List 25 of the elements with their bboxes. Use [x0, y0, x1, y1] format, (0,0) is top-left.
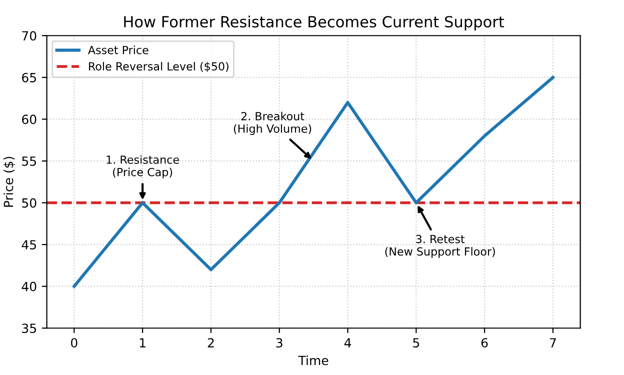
x-tick-label: 5	[413, 338, 420, 348]
y-tick-label: 50	[22, 198, 36, 208]
y-tick-label: 55	[22, 156, 36, 166]
x-tick-label: 2	[208, 338, 214, 348]
annotation: 2. Breakout (High Volume)	[234, 112, 312, 135]
x-tick-label: 7	[550, 338, 556, 348]
chart-title: How Former Resistance Becomes Current Support	[124, 16, 504, 30]
y-tick-label: 60	[22, 114, 36, 124]
y-tick-label: 70	[22, 31, 36, 41]
x-axis-title: Time	[298, 356, 328, 366]
legend-label: Asset Price	[88, 46, 148, 54]
y-tick-label: 45	[22, 240, 36, 250]
x-tick-label: 0	[71, 338, 78, 348]
legend-label: Role Reversal Level ($50)	[89, 62, 228, 72]
annotation: 1. Resistance (Price Cap)	[106, 155, 179, 178]
line-series	[72, 76, 554, 288]
y-tick-label: 40	[22, 282, 36, 292]
y-tick-label: 65	[22, 72, 36, 82]
y-axis-title: Price ($)	[4, 156, 15, 207]
y-tick-label: 35	[22, 324, 36, 334]
x-tick-label: 6	[481, 338, 488, 348]
x-tick-label: 1	[140, 338, 146, 348]
annotation: 3. Retest (New Support Floor)	[385, 234, 495, 258]
x-tick-label: 4	[344, 338, 352, 348]
x-tick-label: 3	[276, 338, 282, 348]
